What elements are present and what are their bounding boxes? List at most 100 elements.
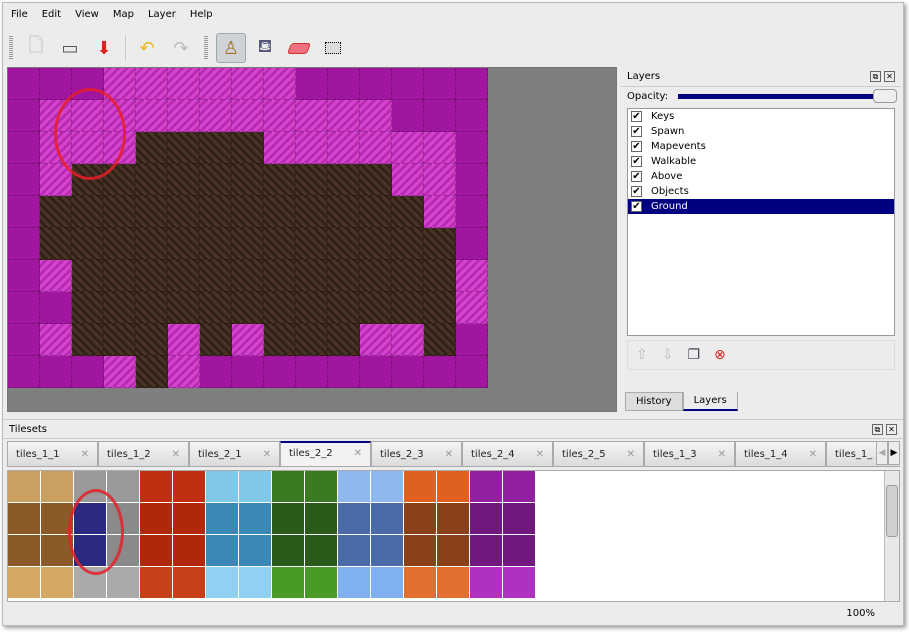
- tileset-tile[interactable]: [8, 471, 41, 503]
- tileset-tile[interactable]: [140, 471, 173, 503]
- map-tile[interactable]: [72, 356, 104, 388]
- menu-layer[interactable]: Layer: [147, 9, 176, 20]
- tab-tiles-1-2[interactable]: tiles_1_2 ✕: [98, 441, 189, 467]
- tileset-tile[interactable]: [272, 471, 305, 503]
- map-tile[interactable]: [328, 196, 360, 228]
- map-tile[interactable]: [264, 100, 296, 132]
- map-tile[interactable]: [200, 196, 232, 228]
- map-tile[interactable]: [168, 292, 200, 324]
- map-tile[interactable]: [136, 164, 168, 196]
- tileset-tile[interactable]: [173, 567, 206, 599]
- tileset-tile[interactable]: [371, 471, 404, 503]
- map-tile[interactable]: [72, 196, 104, 228]
- map-tile[interactable]: [232, 68, 264, 100]
- map-tile[interactable]: [360, 164, 392, 196]
- map-tile[interactable]: [200, 356, 232, 388]
- tileset-tile[interactable]: [404, 503, 437, 535]
- tileset-tile[interactable]: [239, 471, 272, 503]
- map-tile[interactable]: [232, 292, 264, 324]
- map-tile[interactable]: [104, 196, 136, 228]
- tileset-tile[interactable]: [470, 567, 503, 599]
- tab-layers[interactable]: Layers: [682, 392, 738, 411]
- map-tile[interactable]: [456, 132, 488, 164]
- tileset-tile[interactable]: [8, 535, 41, 567]
- map-tile[interactable]: [296, 132, 328, 164]
- map-tile[interactable]: [72, 228, 104, 260]
- tab-history[interactable]: History: [625, 392, 683, 411]
- map-tile[interactable]: [424, 228, 456, 260]
- map-tile[interactable]: [200, 260, 232, 292]
- menu-view[interactable]: View: [75, 9, 99, 20]
- map-tile[interactable]: [456, 100, 488, 132]
- tab-tiles-2-2[interactable]: tiles_2_2 ✕: [280, 441, 371, 467]
- tileset-tile[interactable]: [371, 567, 404, 599]
- map-tile[interactable]: [456, 324, 488, 356]
- duplicate-layer-icon[interactable]: ❐: [687, 347, 701, 363]
- save-icon[interactable]: ⬇: [96, 37, 112, 59]
- map-tile[interactable]: [328, 324, 360, 356]
- map-tile[interactable]: [136, 132, 168, 164]
- map-tile[interactable]: [360, 324, 392, 356]
- map-tile[interactable]: [168, 356, 200, 388]
- layer-row-walkable[interactable]: ✔ Walkable: [628, 154, 894, 169]
- map-tile[interactable]: [168, 68, 200, 100]
- map-tile[interactable]: [328, 164, 360, 196]
- tileset-tile[interactable]: [206, 471, 239, 503]
- close-tab-icon[interactable]: ✕: [717, 449, 726, 460]
- bucket-fill-icon[interactable]: ⛾: [257, 36, 273, 57]
- tileset-tile[interactable]: [338, 503, 371, 535]
- tileset-tile[interactable]: [173, 535, 206, 567]
- map-tile[interactable]: [360, 260, 392, 292]
- map-tile[interactable]: [200, 324, 232, 356]
- visibility-checkbox[interactable]: ✔: [631, 156, 642, 167]
- map-tile[interactable]: [392, 324, 424, 356]
- map-tile[interactable]: [296, 228, 328, 260]
- tileset-tile[interactable]: [305, 503, 338, 535]
- close-tab-icon[interactable]: ✕: [626, 449, 635, 460]
- map-tile[interactable]: [424, 292, 456, 324]
- scrollbar-thumb[interactable]: [886, 485, 898, 537]
- map-tile[interactable]: [40, 356, 72, 388]
- map-tile[interactable]: [424, 132, 456, 164]
- map-tile[interactable]: [328, 132, 360, 164]
- map-tile[interactable]: [8, 292, 40, 324]
- tileset-tile[interactable]: [404, 471, 437, 503]
- map-tile[interactable]: [8, 324, 40, 356]
- map-tile[interactable]: [392, 68, 424, 100]
- map-tile[interactable]: [296, 68, 328, 100]
- map-tile[interactable]: [296, 260, 328, 292]
- map-tile[interactable]: [360, 356, 392, 388]
- map-tile[interactable]: [168, 196, 200, 228]
- map-tile[interactable]: [200, 228, 232, 260]
- tileset-view[interactable]: [7, 470, 900, 602]
- move-layer-down-icon[interactable]: ⇩: [661, 347, 674, 363]
- map-tile[interactable]: [40, 68, 72, 100]
- tileset-tile[interactable]: [305, 567, 338, 599]
- map-tile[interactable]: [296, 196, 328, 228]
- map-tile[interactable]: [200, 292, 232, 324]
- map-tile[interactable]: [328, 292, 360, 324]
- tileset-tile[interactable]: [140, 503, 173, 535]
- map-tile[interactable]: [8, 164, 40, 196]
- tileset-tile[interactable]: [338, 567, 371, 599]
- tab-scroll-right-icon[interactable]: ▶: [888, 441, 900, 465]
- tileset-tile[interactable]: [338, 535, 371, 567]
- map-tile[interactable]: [200, 132, 232, 164]
- map-tile[interactable]: [136, 292, 168, 324]
- tileset-tile[interactable]: [239, 535, 272, 567]
- map-tile[interactable]: [232, 196, 264, 228]
- map-tile[interactable]: [8, 100, 40, 132]
- map-tile[interactable]: [456, 260, 488, 292]
- eraser-icon[interactable]: [284, 33, 314, 63]
- map-tile[interactable]: [424, 164, 456, 196]
- map-tile[interactable]: [40, 228, 72, 260]
- tab-tiles-1-4[interactable]: tiles_1_4 ✕: [735, 441, 826, 467]
- map-tile[interactable]: [296, 164, 328, 196]
- map-tile[interactable]: [392, 260, 424, 292]
- opacity-slider[interactable]: [678, 89, 897, 103]
- close-icon[interactable]: ✕: [886, 424, 897, 435]
- map-tile[interactable]: [168, 324, 200, 356]
- map-tile[interactable]: [168, 228, 200, 260]
- tileset-tile[interactable]: [206, 567, 239, 599]
- map-tile[interactable]: [8, 132, 40, 164]
